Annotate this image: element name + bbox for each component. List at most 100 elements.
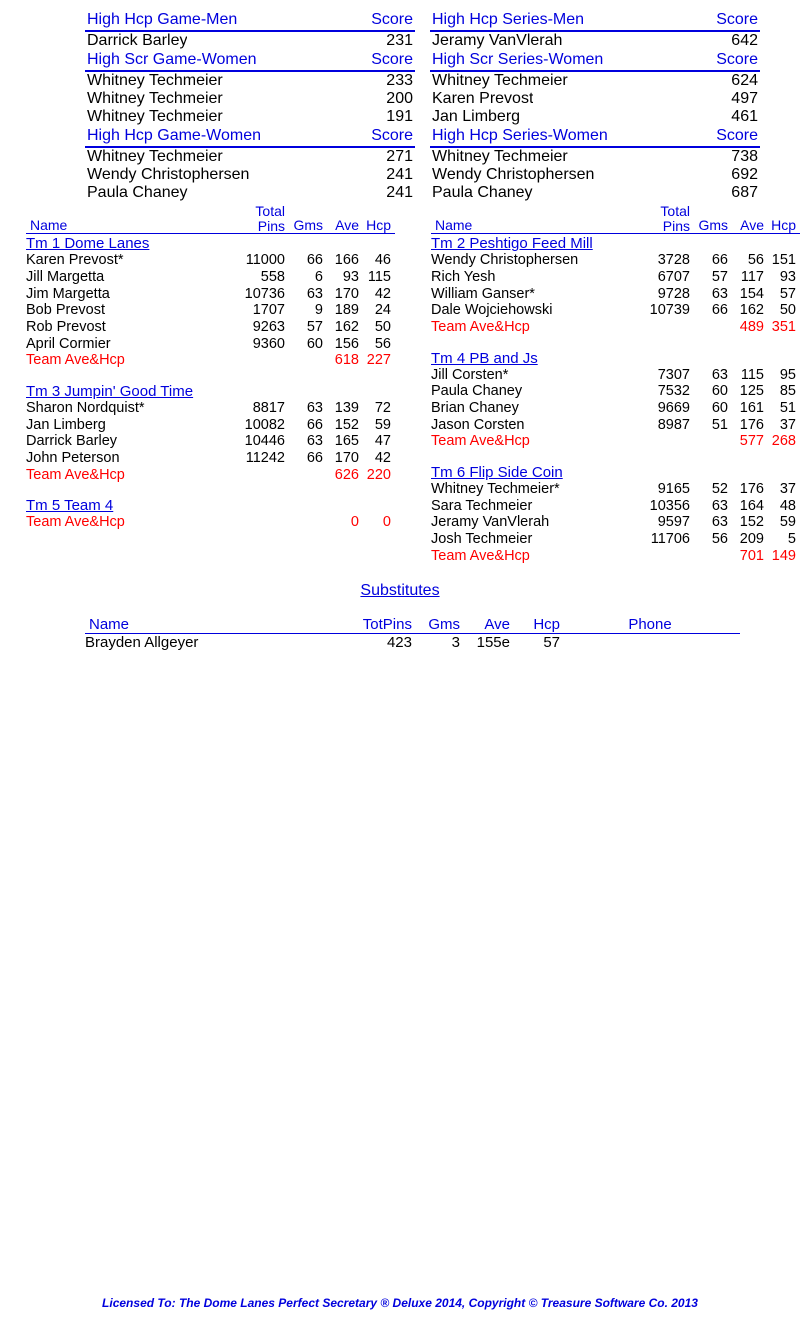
score-row-name: Whitney Techmeier [87,108,223,126]
player-hcp: 95 [764,367,800,384]
player-ave: 170 [323,286,359,303]
player-name: Josh Techmeier [431,531,628,548]
player-name: Karen Prevost* [26,252,223,269]
player-name: Jeramy VanVlerah [431,514,628,531]
score-row-name: Paula Chaney [432,184,533,202]
team-avg-label: Team Ave&Hcp [431,548,628,565]
team-avg-ave: 0 [323,514,359,531]
player-ave: 165 [323,433,359,450]
player-ave: 166 [323,252,359,269]
team-avg-hcp: 220 [359,467,395,484]
score-row-name: Darrick Barley [87,32,187,50]
player-name: William Ganser* [431,286,628,303]
substitute-row: Brayden Allgeyer4233155e57 [85,634,740,651]
score-row-name: Paula Chaney [87,184,188,202]
player-name: Bob Prevost [26,302,223,319]
score-row: Whitney Techmeier 191 [85,108,415,126]
player-hcp: 42 [359,450,395,467]
player-ave: 154 [728,286,764,303]
player-hcp: 115 [359,269,395,286]
score-header-title: High Hcp Series-Women [432,127,608,145]
score-row: Whitney Techmeier200 [85,90,415,108]
player-gms: 9 [285,302,323,319]
team-column-header: NameTotalPinsGmsAveHcp [26,204,395,234]
sub-phone [560,634,740,651]
player-pins: 7307 [628,367,690,384]
player-pins: 9669 [628,400,690,417]
player-pins: 11706 [628,531,690,548]
player-ave: 164 [728,498,764,515]
player-row: Rob Prevost92635716250 [26,319,395,336]
score-row: Darrick Barley231 [85,32,415,50]
player-row: Jill Corsten*73076311595 [431,367,800,384]
player-row: Bob Prevost1707918924 [26,302,395,319]
player-row: Jason Corsten89875117637 [431,417,800,434]
score-row-value: 233 [363,72,413,90]
player-hcp: 37 [764,417,800,434]
sub-hdr-hcp: Hcp [510,616,560,633]
player-pins: 11242 [223,450,285,467]
player-hcp: 93 [764,269,800,286]
player-gms: 63 [285,286,323,303]
team-avg-hcp: 227 [359,352,395,369]
player-row: Sara Techmeier103566316448 [431,498,800,515]
player-name: Jan Limberg [26,417,223,434]
score-row-value: 191 [363,108,413,126]
team-avg-row: Team Ave&Hcp701149 [431,548,800,565]
player-gms: 63 [690,286,728,303]
player-pins: 1707 [223,302,285,319]
top-scores-section: High Hcp Game-MenScoreDarrick Barley231H… [0,10,800,202]
player-gms: 60 [285,336,323,353]
player-ave: 93 [323,269,359,286]
score-row: Jan Limberg461 [430,108,760,126]
player-row: Darrick Barley104466316547 [26,433,395,450]
score-row-name: Jeramy VanVlerah [432,32,562,50]
player-name: Wendy Christophersen [431,252,628,269]
score-header: High Hcp Game-MenScore [85,10,415,32]
team-name: Tm 4 PB and Js [431,350,800,367]
player-row: Jan Limberg100826615259 [26,417,395,434]
player-pins: 9360 [223,336,285,353]
player-gms: 57 [690,269,728,286]
team-block: Tm 4 PB and JsJill Corsten*73076311595Pa… [431,350,800,450]
footer-license: Licensed To: The Dome Lanes Perfect Secr… [0,1296,800,1310]
player-name: Sara Techmeier [431,498,628,515]
player-gms: 51 [690,417,728,434]
th-gms: Gms [690,217,728,233]
player-gms: 66 [285,252,323,269]
player-gms: 6 [285,269,323,286]
sub-name: Brayden Allgeyer [85,634,332,651]
player-ave: 170 [323,450,359,467]
sub-gms: 3 [412,634,460,651]
score-row-value: 241 [363,166,413,184]
score-row: Whitney Techmeier271 [85,148,415,166]
th-gms: Gms [285,217,323,233]
player-ave: 176 [728,481,764,498]
player-ave: 152 [323,417,359,434]
team-avg-ave: 626 [323,467,359,484]
score-header-score: Score [716,11,758,29]
score-header-score: Score [371,127,413,145]
score-section: High Hcp Game-MenScoreDarrick Barley231 [85,10,415,50]
player-name: Jill Margetta [26,269,223,286]
player-ave: 176 [728,417,764,434]
player-hcp: 37 [764,481,800,498]
scores-left-column: High Hcp Game-MenScoreDarrick Barley231H… [85,10,415,202]
player-row: Whitney Techmeier*91655217637 [431,481,800,498]
player-ave: 139 [323,400,359,417]
player-pins: 10446 [223,433,285,450]
player-hcp: 46 [359,252,395,269]
score-row: Karen Prevost497 [430,90,760,108]
player-hcp: 47 [359,433,395,450]
sub-ave: 155e [460,634,510,651]
th-ave: Ave [323,217,359,233]
player-name: April Cormier [26,336,223,353]
team-block: Tm 3 Jumpin' Good TimeSharon Nordquist*8… [26,383,395,483]
team-avg-label: Team Ave&Hcp [26,467,223,484]
player-pins: 9263 [223,319,285,336]
sub-totpins: 423 [332,634,412,651]
score-row-value: 200 [363,90,413,108]
player-hcp: 59 [359,417,395,434]
player-pins: 7532 [628,383,690,400]
score-row-name: Wendy Christophersen [432,166,594,184]
